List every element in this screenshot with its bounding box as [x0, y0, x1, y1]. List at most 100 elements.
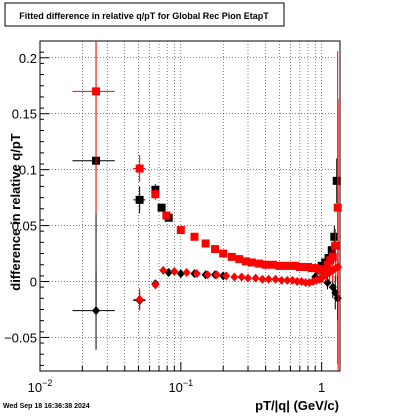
data-point — [159, 265, 168, 275]
diamond-marker — [159, 265, 168, 275]
data-point — [72, 271, 115, 350]
diamond-marker — [244, 273, 253, 283]
square-marker — [92, 87, 101, 96]
data-point — [293, 277, 302, 287]
data-point — [286, 261, 295, 270]
square-marker — [190, 232, 199, 241]
square-marker — [235, 255, 244, 264]
data-point — [212, 270, 221, 280]
data-point — [133, 186, 146, 214]
data-point — [222, 271, 231, 281]
data-point — [334, 99, 343, 371]
data-series — [72, 41, 342, 365]
square-marker — [295, 262, 304, 271]
diamond-marker — [151, 280, 160, 290]
data-point — [133, 288, 146, 311]
data-point — [157, 203, 166, 212]
diamond-marker — [283, 275, 292, 285]
data-point — [281, 261, 290, 270]
square-marker — [135, 164, 144, 173]
square-marker — [327, 246, 336, 255]
data-point — [295, 262, 304, 271]
data-point — [283, 275, 292, 285]
square-marker — [268, 260, 277, 269]
data-point — [203, 270, 212, 280]
timestamp: Wed Sep 18 16:36:38 2024 — [3, 403, 90, 410]
diamond-marker — [212, 270, 221, 280]
x-axis-label: pT/|q| (GeV/c) — [255, 398, 339, 413]
data-series — [133, 99, 343, 371]
data-point — [133, 155, 146, 182]
diamond-marker — [92, 306, 101, 316]
x-tick-label: 10−2 — [28, 378, 53, 395]
square-marker — [151, 190, 160, 199]
x-tick-exponent: −1 — [183, 378, 193, 388]
square-marker — [328, 252, 337, 261]
square-marker — [247, 258, 256, 267]
data-point — [170, 266, 179, 276]
square-marker — [241, 257, 250, 266]
diamond-marker — [230, 272, 239, 282]
data-point — [230, 272, 239, 282]
data-point — [192, 269, 201, 279]
data-point — [264, 274, 273, 284]
square-marker — [332, 176, 341, 185]
square-marker — [135, 195, 144, 204]
diamond-marker — [182, 268, 191, 278]
square-marker — [281, 261, 290, 270]
diamond-marker — [258, 274, 267, 284]
square-marker — [320, 265, 329, 274]
square-marker — [323, 260, 332, 269]
square-marker — [330, 232, 339, 241]
data-point — [211, 245, 220, 254]
data-point — [275, 261, 284, 270]
data-point — [151, 188, 160, 200]
diamond-marker — [170, 266, 179, 276]
square-marker — [176, 226, 185, 235]
square-marker — [157, 203, 166, 212]
data-point — [201, 239, 210, 248]
data-point — [72, 41, 115, 215]
x-tick-label: 10−1 — [168, 378, 193, 395]
x-tick-exponent: −2 — [42, 378, 52, 388]
diamond-marker — [192, 269, 201, 279]
data-point — [227, 252, 236, 261]
data-point — [247, 258, 256, 267]
data-point — [182, 268, 191, 278]
data-point — [291, 261, 300, 270]
data-point — [332, 158, 341, 204]
square-marker — [291, 261, 300, 270]
square-marker — [331, 241, 340, 250]
data-point — [268, 260, 277, 269]
data-point — [241, 257, 250, 266]
data-point — [261, 260, 270, 269]
square-marker — [275, 261, 284, 270]
y-tick-label: 0.2 — [19, 51, 37, 66]
data-point — [255, 259, 264, 268]
grid-layer — [39, 41, 340, 371]
y-tick-label: 0.05 — [12, 219, 37, 234]
y-axis-label: difference in relative q/pT — [8, 133, 23, 291]
data-point — [219, 249, 228, 258]
diamond-marker — [293, 277, 302, 287]
diamond-marker — [271, 274, 280, 284]
x-tick-label: 1 — [318, 380, 325, 395]
chart-title: Fitted difference in relative q/pT for G… — [19, 11, 269, 21]
data-point — [271, 274, 280, 284]
square-marker — [261, 260, 270, 269]
diamond-marker — [264, 274, 273, 284]
data-point — [251, 273, 260, 283]
data-point — [162, 211, 171, 220]
diamond-marker — [135, 294, 144, 304]
square-marker — [211, 245, 220, 254]
y-tick-label: 0.15 — [12, 107, 37, 122]
data-point — [176, 226, 185, 235]
x-tick-base: 10 — [28, 380, 42, 395]
data-point — [235, 255, 244, 264]
data-point — [244, 273, 253, 283]
square-marker — [227, 252, 236, 261]
x-tick-base: 1 — [318, 380, 325, 395]
data-point — [258, 274, 267, 284]
